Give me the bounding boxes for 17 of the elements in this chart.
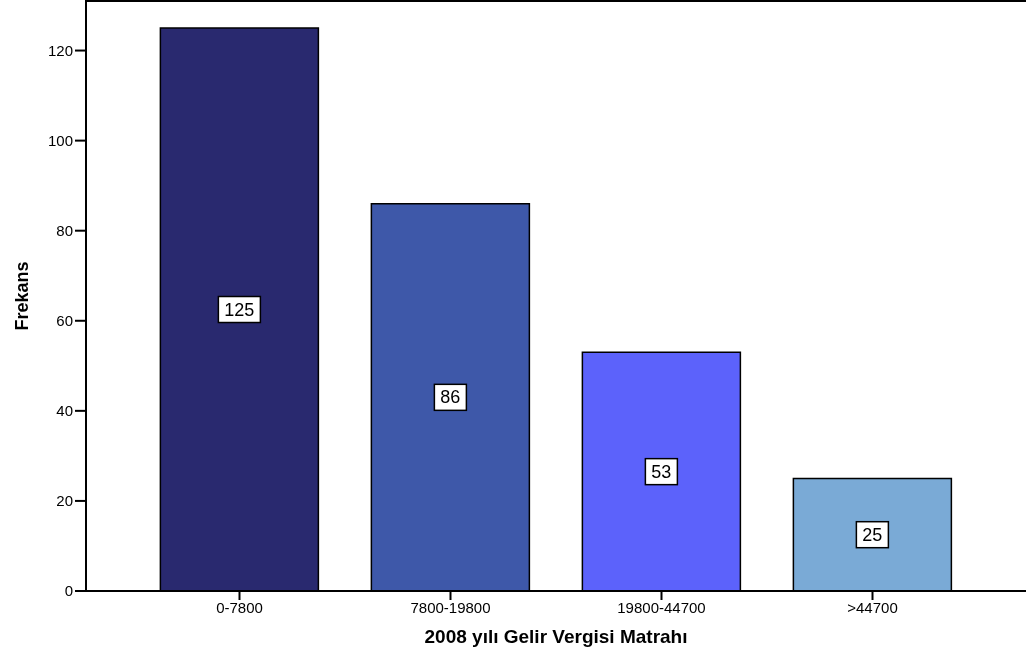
x-axis-title: 2008 yılı Gelir Vergisi Matrahı: [424, 625, 688, 647]
x-tick-label: >44700: [847, 598, 898, 616]
x-tick-label: 19800-44700: [617, 598, 706, 616]
y-tick-label: 60: [56, 312, 73, 330]
data-label: 53: [651, 461, 672, 482]
y-tick-label: 40: [56, 402, 73, 420]
y-tick-label: 100: [47, 131, 73, 149]
y-tick-label: 0: [64, 582, 73, 600]
data-label: 125: [224, 299, 255, 320]
data-label: 86: [440, 387, 461, 408]
y-tick-label: 120: [47, 41, 73, 59]
x-tick-label: 7800-19800: [410, 598, 491, 616]
y-tick-label: 80: [56, 222, 73, 240]
data-label: 25: [862, 524, 883, 545]
x-tick-label: 0-7800: [216, 598, 263, 616]
y-axis-title: Frekans: [12, 261, 32, 331]
y-tick-label: 20: [56, 492, 73, 510]
